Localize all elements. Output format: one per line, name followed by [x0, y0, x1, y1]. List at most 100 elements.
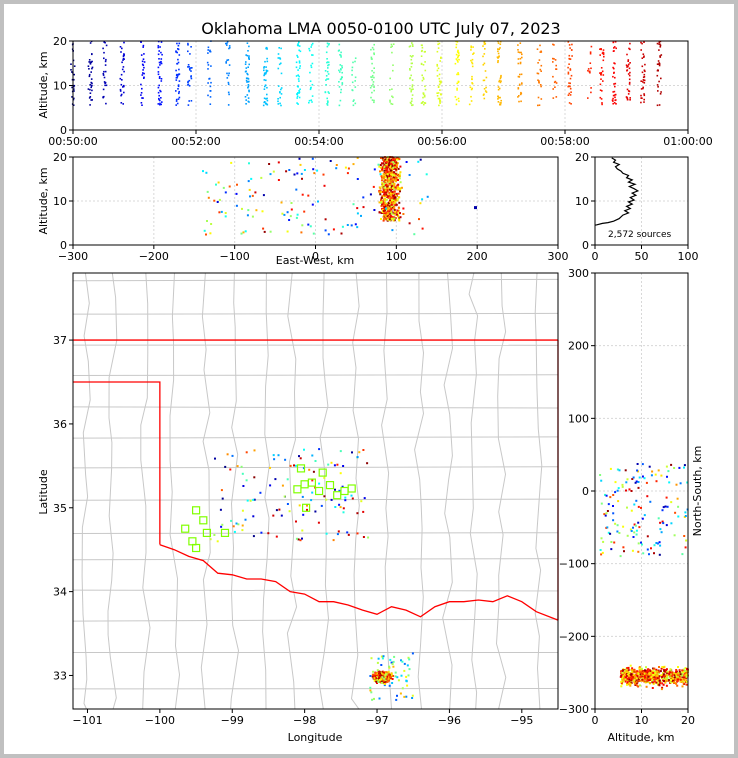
source-point: [397, 186, 399, 189]
source-point: [632, 476, 635, 479]
source-point: [612, 512, 615, 515]
source-point: [424, 61, 426, 63]
source-point: [517, 49, 519, 51]
source-point: [226, 453, 229, 456]
source-point: [403, 662, 406, 665]
source-point: [454, 96, 457, 98]
source-point: [418, 218, 420, 221]
source-point: [277, 100, 279, 103]
source-point: [388, 684, 391, 687]
source-point: [160, 62, 163, 65]
source-point: [419, 158, 422, 161]
source-point: [405, 675, 408, 678]
source-point: [392, 96, 394, 99]
source-point: [629, 48, 631, 51]
source-point: [175, 69, 177, 72]
lma-station-marker: [302, 503, 311, 512]
altitude-eastwest-ylabel: Altitude, km: [37, 167, 50, 234]
source-point: [121, 79, 123, 81]
source-point: [627, 60, 629, 62]
source-point: [599, 89, 602, 91]
source-point: [675, 679, 678, 682]
source-point: [371, 62, 373, 65]
source-point: [220, 210, 223, 213]
source-point: [497, 48, 499, 50]
source-point: [644, 678, 647, 681]
source-point: [381, 176, 383, 179]
source-point: [617, 500, 620, 503]
source-point: [500, 99, 502, 102]
source-point: [636, 670, 639, 673]
source-point: [411, 42, 413, 44]
source-point: [570, 74, 573, 77]
source-point: [158, 77, 161, 79]
source-point: [599, 54, 601, 56]
source-point: [263, 230, 266, 233]
county-line: [72, 374, 559, 376]
source-point: [660, 674, 663, 677]
source-point: [643, 94, 646, 97]
source-point: [614, 491, 617, 494]
source-point: [649, 673, 652, 676]
source-point: [340, 69, 342, 71]
source-point: [177, 84, 180, 86]
source-point: [483, 43, 486, 45]
source-point: [392, 161, 395, 164]
y-tick-label: 100: [568, 412, 589, 425]
source-point: [263, 97, 266, 100]
lma-station-marker: [192, 506, 201, 515]
source-point: [339, 450, 342, 453]
source-point: [643, 93, 645, 95]
source-point: [646, 548, 649, 551]
source-point: [261, 210, 264, 213]
source-point: [633, 680, 636, 683]
source-point: [675, 675, 678, 678]
source-point: [589, 52, 592, 55]
source-point: [388, 161, 391, 164]
plan-view-xlabel: Longitude: [288, 731, 343, 744]
source-point: [653, 667, 656, 670]
source-point: [158, 50, 160, 52]
source-point: [188, 66, 190, 68]
source-point: [681, 553, 684, 556]
source-point: [599, 474, 602, 476]
source-point: [89, 62, 92, 64]
source-point: [397, 209, 400, 212]
source-point: [407, 674, 410, 677]
source-point: [650, 676, 653, 679]
source-point: [613, 46, 616, 48]
source-point: [272, 170, 275, 173]
x-tick-label: −95: [510, 714, 533, 727]
source-point: [398, 158, 401, 160]
source-point: [641, 97, 643, 99]
source-point: [175, 104, 177, 106]
source-point: [327, 463, 330, 466]
source-point: [409, 87, 411, 90]
source-point: [389, 89, 391, 91]
source-point: [383, 213, 385, 216]
source-point: [630, 678, 633, 681]
source-point: [296, 93, 298, 95]
source-point: [411, 88, 413, 91]
source-point: [216, 201, 219, 203]
source-point: [380, 166, 383, 169]
source-point: [104, 64, 107, 66]
source-point: [456, 41, 459, 43]
county-line: [169, 272, 181, 710]
source-point: [339, 54, 341, 56]
source-point: [266, 103, 269, 106]
source-point: [391, 178, 394, 181]
source-point: [568, 54, 571, 57]
source-point: [637, 521, 640, 524]
source-point: [340, 232, 343, 235]
source-count-annotation: 2,572 sources: [608, 230, 672, 240]
source-point: [380, 190, 382, 193]
source-point: [371, 675, 374, 678]
source-point: [119, 77, 122, 80]
source-point: [600, 48, 602, 51]
source-point: [397, 206, 400, 209]
source-point: [393, 209, 396, 212]
source-point: [73, 65, 76, 67]
source-point: [471, 82, 474, 85]
source-point: [159, 46, 161, 48]
